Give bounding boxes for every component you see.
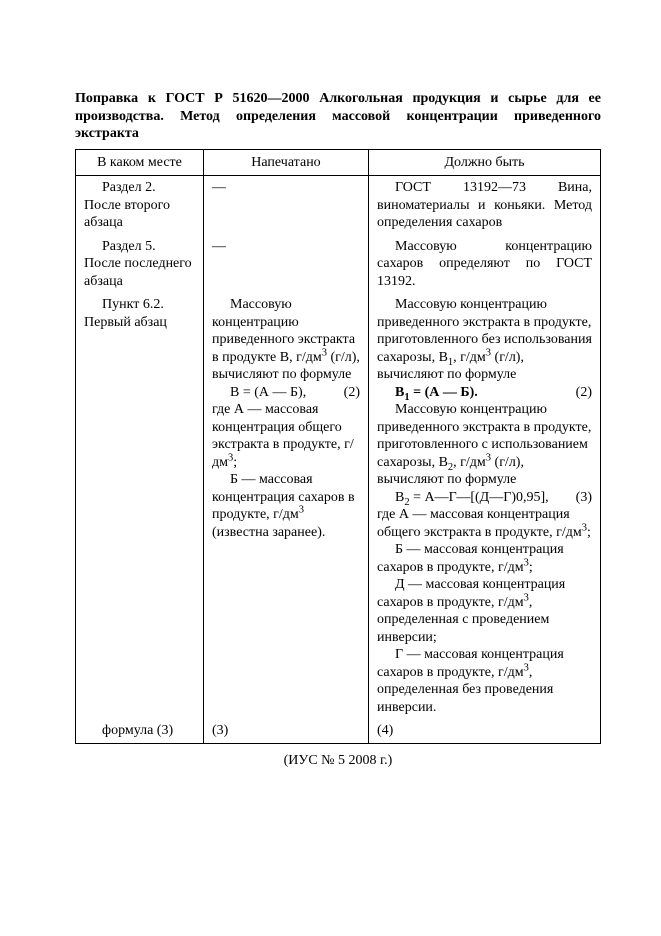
printed-cell: —: [212, 238, 360, 256]
table-row: Раздел 5. После последнего абзаца — Масс…: [76, 235, 601, 294]
document-title: Поправка к ГОСТ Р 51620—2000 Алкогольная…: [75, 90, 601, 143]
table-row: Раздел 2. После второго абзаца — ГОСТ 13…: [76, 176, 601, 235]
amendment-table: В каком месте Напечатано Должно быть Раз…: [75, 149, 601, 744]
table-header-row: В каком месте Напечатано Должно быть: [76, 149, 601, 176]
col-header-should: Должно быть: [369, 149, 601, 176]
should-cell: ГОСТ 13192—73 Вина, виноматериалы и конь…: [377, 179, 592, 232]
where-cell: Раздел 2. После второго абзаца: [84, 179, 195, 232]
where-cell: Пункт 6.2. Первый абзац: [84, 296, 195, 331]
footer-note: (ИУС № 5 2008 г.): [75, 752, 601, 770]
printed-cell: (3): [212, 722, 360, 740]
printed-cell: —: [212, 179, 360, 197]
where-cell: Раздел 5. После последнего абзаца: [84, 238, 195, 291]
should-cell: Массовую концентрацию приведенного экстр…: [369, 293, 601, 719]
col-header-where: В каком месте: [76, 149, 204, 176]
table-row: Пункт 6.2. Первый абзац Массовую концент…: [76, 293, 601, 719]
where-cell: формула (3): [84, 722, 195, 740]
should-cell: Массовую концентрацию сахаров определяют…: [377, 238, 592, 291]
col-header-printed: Напечатано: [204, 149, 369, 176]
printed-cell: Массовую концентрацию приведенного экстр…: [204, 293, 369, 719]
table-row: формула (3) (3) (4): [76, 719, 601, 743]
should-cell: (4): [377, 722, 592, 740]
